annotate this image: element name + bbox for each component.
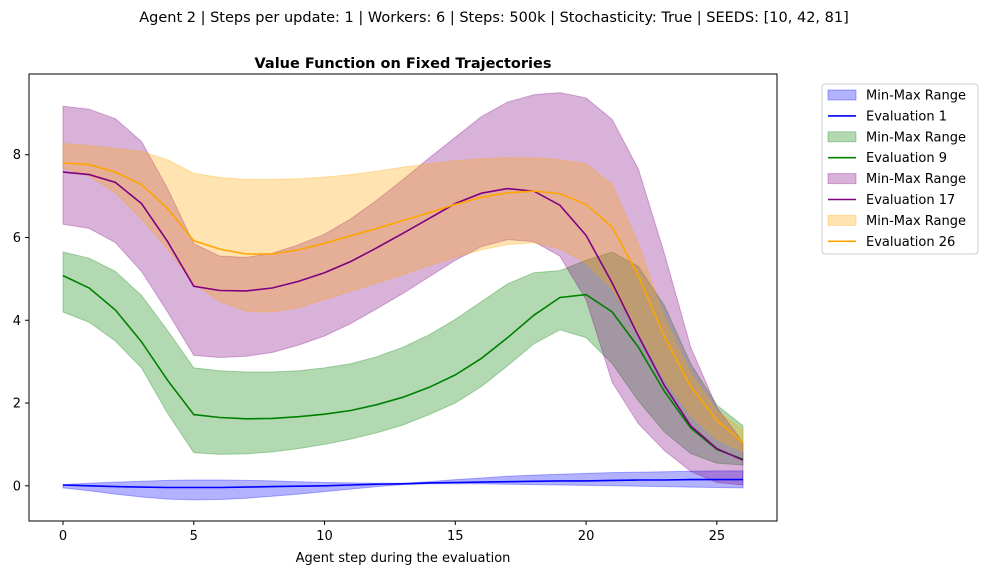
x-tick-label: 0 bbox=[59, 529, 67, 544]
legend-line-label-4: Evaluation 26 bbox=[866, 235, 955, 250]
legend-band-label-4: Min-Max Range bbox=[866, 214, 966, 229]
x-tick-label: 20 bbox=[578, 529, 595, 544]
chart-suptitle: Agent 2 | Steps per update: 1 | Workers:… bbox=[139, 10, 849, 26]
y-tick-label: 0 bbox=[13, 479, 21, 494]
x-tick-label: 25 bbox=[709, 529, 726, 544]
legend-band-swatch-3 bbox=[827, 173, 857, 185]
x-tick-label: 5 bbox=[190, 529, 198, 544]
band-layer bbox=[62, 92, 744, 501]
legend-band-swatch-4 bbox=[827, 214, 857, 226]
y-tick-label: 4 bbox=[13, 314, 21, 329]
series-line-4 bbox=[62, 162, 744, 444]
legend-band-label-3: Min-Max Range bbox=[866, 172, 966, 187]
x-axis-label: Agent step during the evaluation bbox=[296, 551, 511, 566]
legend-line-label-1: Evaluation 1 bbox=[866, 109, 947, 124]
legend-band-label-1: Min-Max Range bbox=[866, 89, 966, 104]
chart-title: Value Function on Fixed Trajectories bbox=[255, 56, 552, 72]
band-3 bbox=[62, 92, 744, 486]
plot-frame bbox=[28, 73, 778, 522]
y-tick-label: 8 bbox=[13, 148, 21, 163]
band-2 bbox=[62, 251, 744, 466]
band-1 bbox=[62, 470, 744, 501]
line-layer bbox=[62, 162, 744, 489]
legend-band-label-2: Min-Max Range bbox=[866, 130, 966, 145]
x-axis: 0 5 10 15 20 25 bbox=[59, 521, 725, 544]
legend-line-label-2: Evaluation 9 bbox=[866, 151, 947, 166]
x-tick-label: 15 bbox=[447, 529, 464, 544]
y-tick-label: 6 bbox=[13, 231, 21, 246]
y-tick-label: 2 bbox=[13, 397, 21, 412]
x-tick-label: 10 bbox=[316, 529, 333, 544]
y-axis: 0 2 4 6 8 bbox=[13, 148, 29, 494]
series-line-3 bbox=[62, 171, 744, 461]
legend-line-label-3: Evaluation 17 bbox=[866, 193, 955, 208]
legend-band-swatch-2 bbox=[827, 131, 857, 143]
series-line-2 bbox=[62, 274, 744, 461]
legend: Min-Max Range Evaluation 1 Min-Max Range Ev… bbox=[821, 83, 979, 255]
legend-frame bbox=[821, 83, 979, 255]
legend-band-swatch-1 bbox=[827, 89, 857, 101]
series-line-1 bbox=[62, 478, 743, 489]
